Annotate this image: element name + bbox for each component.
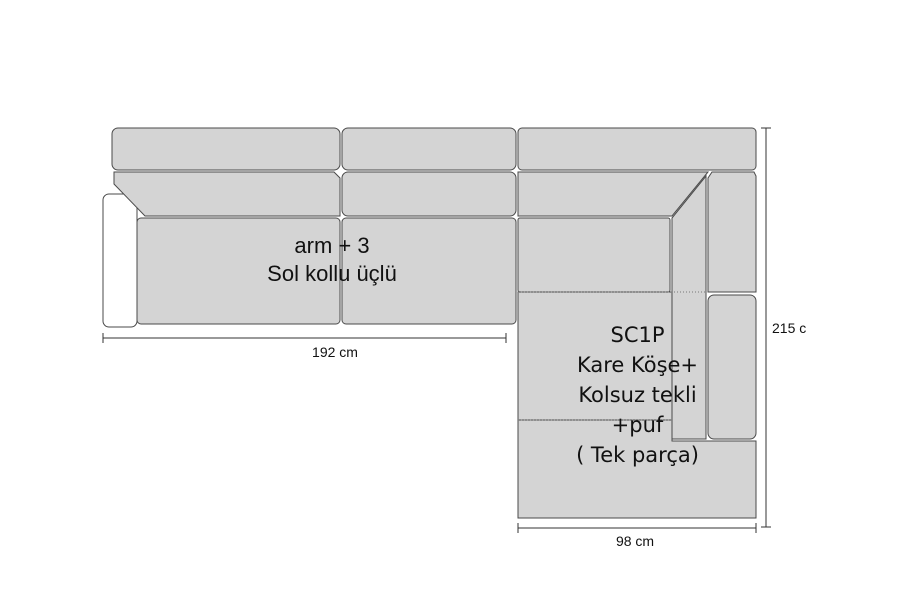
back-cushion-1 [111,127,341,171]
corner-module-label-line: SC1P [610,323,665,347]
chaise-seat [517,291,673,421]
backrest-slant-1 [113,171,341,217]
backrest-2 [341,171,517,217]
right-back-upper [707,171,757,293]
seat-cushion-2 [341,217,517,325]
back-cushion-2 [341,127,517,171]
corner-module-label-line: +puf [611,413,664,437]
left-module-label: arm + 3 Sol kollu üçlü [232,232,432,288]
seat-cushion-1 [136,217,341,325]
corner-module-label-line: ( Tek parça) [576,443,699,467]
corner-module-label-line: Kare Köşe+ [576,353,699,377]
corner-module-label: SC1P Kare Köşe+ Kolsuz tekli +puf ( Tek … [520,320,755,470]
back-cushion-corner [517,127,757,171]
corner-module-label-line: Kolsuz tekli [578,383,697,407]
corner-seat [517,217,671,293]
left-module-label-line-2: Sol kollu üçlü [267,261,397,286]
dimension-label-215: 215 c [772,320,807,336]
left-armrest [102,193,138,328]
left-module-label-line-1: arm + 3 [294,233,370,258]
dimension-label-98: 98 cm [615,533,655,549]
backrest-corner [517,171,710,217]
dimension-label-192: 192 cm [312,344,358,360]
right-back-lower [707,294,757,440]
